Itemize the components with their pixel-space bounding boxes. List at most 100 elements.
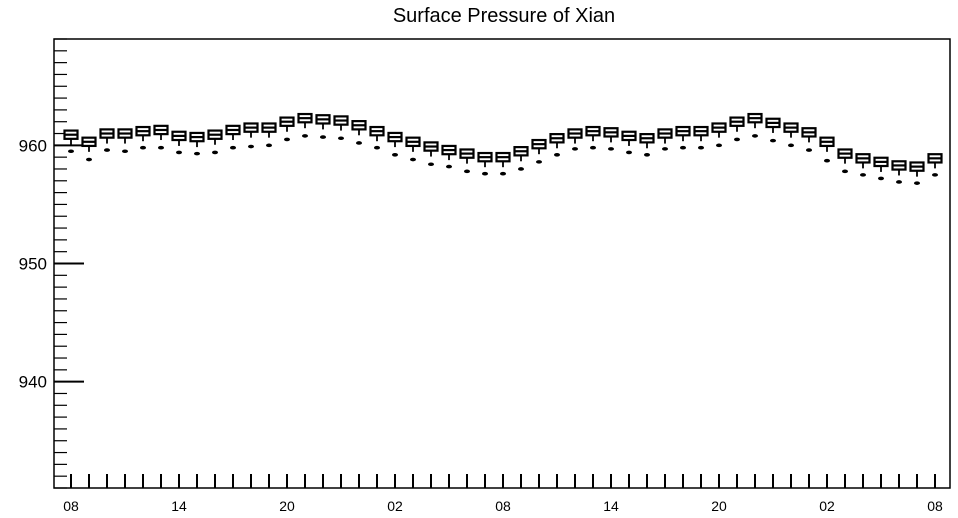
box-group bbox=[621, 130, 637, 155]
x-tick-label: 14 bbox=[171, 498, 187, 514]
box-group bbox=[387, 131, 403, 157]
outlier-point bbox=[662, 147, 668, 151]
box-group bbox=[153, 124, 169, 150]
box-group bbox=[585, 125, 601, 150]
outlier-point bbox=[392, 152, 398, 157]
outlier-point bbox=[932, 173, 938, 177]
outlier-point bbox=[86, 157, 92, 162]
box-group bbox=[459, 148, 475, 174]
chart-title: Surface Pressure of Xian bbox=[392, 5, 616, 27]
box-group bbox=[549, 133, 565, 157]
outlier-point bbox=[842, 169, 848, 174]
outlier-point bbox=[158, 145, 164, 150]
outlier-point bbox=[374, 145, 380, 150]
outlier-point bbox=[212, 150, 218, 155]
outlier-point bbox=[734, 137, 740, 142]
outlier-point bbox=[536, 160, 542, 164]
outlier-point bbox=[716, 143, 722, 148]
outlier-point bbox=[140, 145, 146, 150]
x-tick-label: 08 bbox=[63, 498, 79, 514]
outlier-point bbox=[698, 145, 704, 150]
outlier-point bbox=[572, 147, 578, 151]
box-group bbox=[243, 122, 259, 149]
box-group bbox=[261, 122, 277, 148]
outlier-point bbox=[104, 148, 110, 152]
box-group bbox=[837, 148, 853, 174]
outlier-point bbox=[590, 145, 596, 150]
outlier-point bbox=[248, 144, 254, 149]
box-group bbox=[567, 128, 583, 151]
outlier-point bbox=[752, 134, 758, 138]
outlier-point bbox=[356, 141, 362, 145]
outlier-point bbox=[320, 135, 326, 139]
x-tick-label: 08 bbox=[927, 498, 943, 514]
outlier-point bbox=[806, 148, 812, 152]
box-group bbox=[747, 112, 763, 138]
y-tick-label: 940 bbox=[19, 373, 47, 392]
box-group bbox=[315, 114, 331, 139]
box-group bbox=[405, 136, 421, 162]
y-tick-label: 960 bbox=[19, 136, 47, 155]
box-group bbox=[927, 153, 943, 177]
outlier-point bbox=[644, 152, 650, 157]
outlier-point bbox=[500, 171, 506, 176]
box-group bbox=[135, 125, 151, 150]
box-group bbox=[729, 116, 745, 142]
x-tick-label: 02 bbox=[819, 498, 835, 514]
outlier-point bbox=[860, 173, 866, 177]
box-group bbox=[873, 156, 889, 181]
outlier-point bbox=[194, 151, 200, 156]
outlier-point bbox=[914, 181, 920, 185]
box-group bbox=[819, 136, 835, 163]
box-group bbox=[81, 136, 97, 162]
outlier-point bbox=[284, 137, 290, 142]
box-group bbox=[117, 128, 133, 154]
outlier-point bbox=[122, 149, 128, 154]
plot-frame bbox=[53, 38, 951, 489]
outlier-point bbox=[770, 138, 776, 143]
box-group bbox=[279, 116, 295, 142]
box-group bbox=[531, 138, 547, 164]
box-group bbox=[765, 117, 781, 143]
outlier-point bbox=[230, 145, 236, 150]
box-group bbox=[351, 120, 367, 145]
outlier-point bbox=[464, 169, 470, 174]
box-group bbox=[477, 151, 493, 176]
outlier-point bbox=[410, 157, 416, 162]
outlier-point bbox=[518, 167, 524, 171]
x-tick-label: 20 bbox=[711, 498, 727, 514]
outlier-point bbox=[680, 145, 686, 150]
x-tick-label: 14 bbox=[603, 498, 619, 514]
outlier-point bbox=[788, 143, 794, 148]
box-group bbox=[297, 112, 313, 138]
box-group bbox=[333, 115, 349, 141]
outlier-point bbox=[338, 136, 344, 141]
box-group bbox=[891, 160, 907, 184]
box-group bbox=[495, 151, 511, 176]
box-group bbox=[603, 127, 619, 151]
x-tick-label: 02 bbox=[387, 498, 403, 514]
y-tick-label: 950 bbox=[19, 255, 47, 274]
outlier-point bbox=[878, 176, 884, 181]
box-group bbox=[513, 146, 529, 171]
outlier-point bbox=[482, 171, 488, 176]
outlier-point bbox=[446, 164, 452, 169]
outlier-point bbox=[824, 158, 830, 163]
box-group bbox=[441, 144, 457, 169]
outlier-point bbox=[608, 147, 614, 151]
box-group bbox=[189, 131, 205, 156]
outlier-point bbox=[428, 162, 434, 167]
x-tick-label: 08 bbox=[495, 498, 511, 514]
outlier-point bbox=[302, 134, 308, 138]
box-group bbox=[369, 125, 385, 150]
box-group bbox=[207, 129, 223, 155]
box-group bbox=[855, 153, 871, 177]
box-group bbox=[801, 127, 817, 152]
box-group bbox=[657, 128, 673, 151]
outlier-point bbox=[68, 149, 74, 154]
box-group bbox=[639, 133, 655, 157]
box-group bbox=[171, 130, 187, 155]
outlier-point bbox=[266, 143, 272, 148]
outlier-point bbox=[176, 150, 182, 155]
